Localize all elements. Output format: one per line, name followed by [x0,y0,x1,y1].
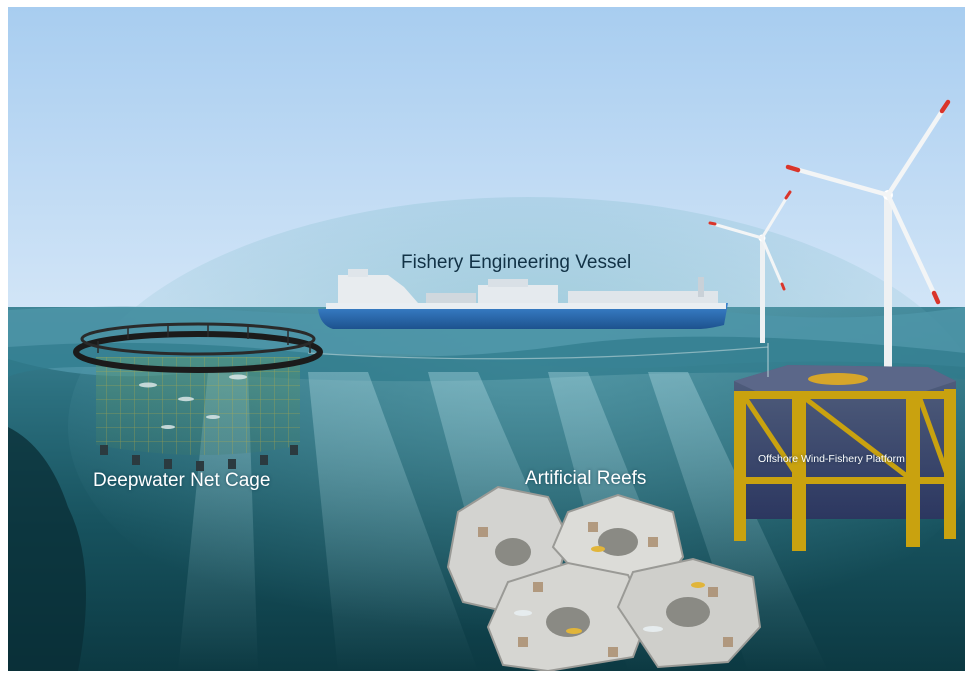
illustration-frame [8,7,965,671]
wind-turbine-large [785,99,951,387]
platform-label: Offshore Wind-Fishery Platform [758,453,905,465]
cage-label: Deepwater Net Cage [93,470,271,491]
artificial-reefs [446,485,762,671]
reefs-label: Artificial Reefs [525,468,647,489]
deepwater-net-cage [73,322,323,471]
ocean-scene-illustration [8,7,965,671]
wind-turbine-small [708,190,792,343]
fishery-engineering-vessel [318,269,728,329]
vessel-label: Fishery Engineering Vessel [401,252,632,273]
offshore-wind-fishery-platform [734,343,956,551]
